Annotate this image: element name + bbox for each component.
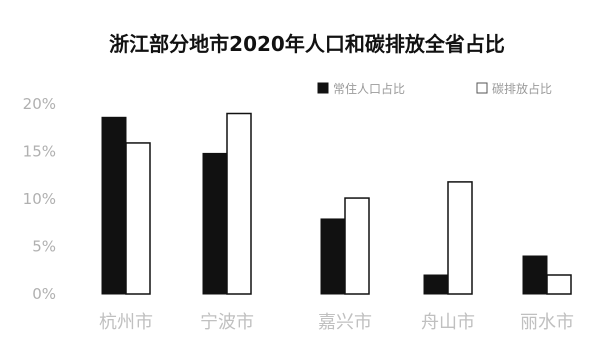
y-tick-label: 15%	[23, 143, 56, 161]
x-tick-label: 嘉兴市	[318, 312, 372, 333]
x-tick-label: 舟山市	[421, 312, 475, 333]
bar-population	[320, 218, 346, 295]
bar-carbon	[226, 112, 252, 295]
x-tick-label: 杭州市	[99, 312, 153, 333]
legend-swatch-carbon	[476, 82, 488, 94]
bar-population	[423, 274, 449, 295]
y-tick-label: 0%	[32, 285, 56, 303]
plot-layer: 0% 5% 10% 15% 20% 杭州市 宁波市 嘉兴市 舟山市 丽水市	[23, 95, 574, 333]
legend: 常住人口占比 碳排放占比	[317, 81, 552, 96]
chart-title: 浙江部分地市2020年人口和碳排放全省占比	[109, 32, 505, 56]
y-tick-label: 20%	[23, 95, 56, 113]
legend-label-population: 常住人口占比	[333, 81, 405, 96]
y-tick-label: 10%	[23, 190, 56, 208]
legend-label-carbon: 碳排放占比	[492, 81, 552, 96]
bar-carbon	[125, 142, 151, 295]
bar-carbon	[447, 181, 473, 295]
bar-population	[101, 116, 127, 295]
bar-carbon	[344, 197, 370, 295]
bar-population	[522, 255, 548, 295]
x-tick-label: 宁波市	[200, 312, 254, 333]
legend-swatch-population	[317, 82, 329, 94]
x-tick-label: 丽水市	[520, 312, 574, 333]
y-tick-label: 5%	[32, 238, 56, 256]
bar-carbon	[546, 274, 572, 295]
bar-population	[202, 152, 228, 295]
